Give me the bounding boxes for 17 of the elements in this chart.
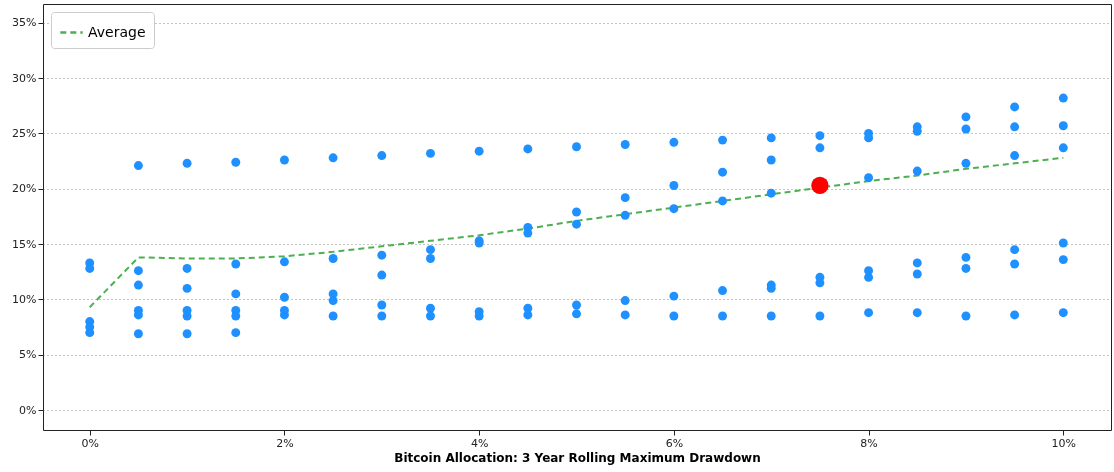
y-tick-label: 10% (12, 292, 37, 306)
x-tick-label: 10% (1051, 436, 1077, 450)
y-tick-label: 15% (12, 237, 37, 251)
x-tick-label: 2% (276, 436, 294, 450)
legend-label: Average (88, 23, 146, 40)
y-tick-label: 5% (19, 348, 37, 362)
y-tick-label: 20% (12, 182, 37, 196)
line-series (88, 156, 1065, 309)
x-tick-label: 6% (665, 436, 684, 450)
y-tick-label: 25% (12, 126, 37, 140)
y-tick-label: 35% (12, 16, 37, 30)
x-tick-label: 0% (81, 436, 99, 450)
x-axis-title: Bitcoin Allocation: 3 Year Rolling Maximum Drawdown (394, 450, 761, 465)
y-tick-label: 30% (12, 71, 37, 85)
x-tick-label: 4% (470, 436, 489, 450)
y-tick-label: 0% (19, 403, 37, 417)
x-tick-label: 8% (860, 436, 878, 450)
